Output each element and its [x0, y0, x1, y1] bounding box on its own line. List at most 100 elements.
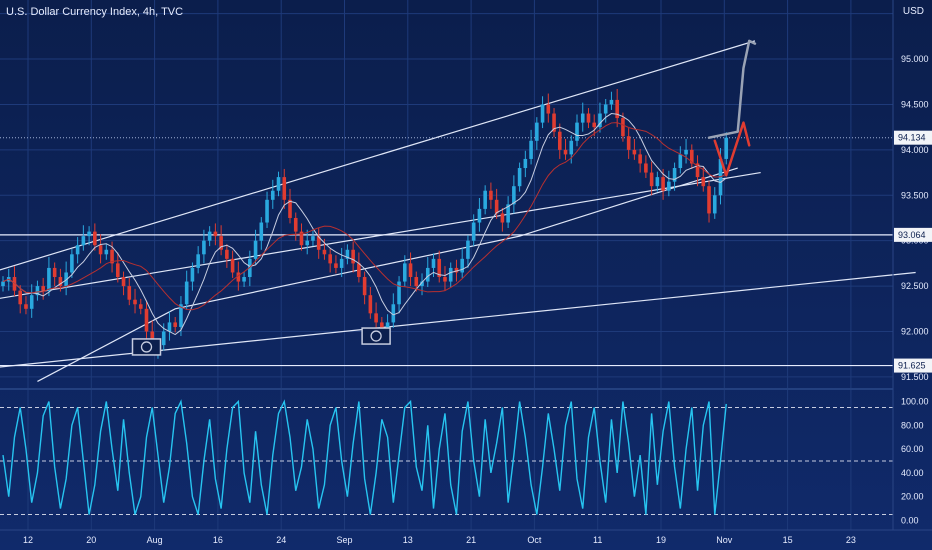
- candle-body: [81, 236, 86, 246]
- candle-body: [580, 113, 585, 123]
- time-tick-label: 23: [846, 535, 856, 545]
- candle-body: [529, 140, 533, 159]
- price-tick-label: 93.500: [901, 190, 929, 200]
- candle-body: [563, 149, 568, 155]
- candle-body: [202, 240, 206, 255]
- candle-body: [707, 186, 711, 214]
- candle-body: [431, 258, 436, 268]
- candle-body: [236, 272, 241, 282]
- candle-body: [397, 281, 401, 305]
- annotation-icons: [131, 327, 391, 356]
- time-tick-label: Aug: [147, 535, 163, 545]
- candle-body: [626, 136, 631, 150]
- candle-body: [385, 322, 390, 332]
- price-marker-label: 93.064: [898, 230, 926, 240]
- trendline-mid-support: [0, 171, 761, 299]
- candle-body: [621, 118, 625, 137]
- candle-body: [615, 99, 619, 119]
- time-tick-label: 15: [783, 535, 793, 545]
- candle-body: [489, 190, 493, 200]
- candle-body: [603, 104, 608, 114]
- candle-body: [575, 122, 579, 141]
- candle-body: [535, 122, 539, 141]
- candle-body: [219, 236, 223, 250]
- candle-body: [655, 177, 660, 187]
- candle-body: [362, 277, 367, 296]
- candle-body: [58, 277, 63, 287]
- candle-body: [368, 295, 373, 314]
- candle-body: [276, 177, 281, 191]
- dollar-icon: [131, 338, 162, 356]
- candle-body: [207, 231, 212, 241]
- price-tick-label: 94.500: [901, 99, 929, 109]
- candle-body: [213, 231, 218, 237]
- projection-red-path: [713, 121, 751, 177]
- dollar-icon-coin: [370, 330, 382, 342]
- oscillator-line: [2, 399, 727, 515]
- candle-body: [632, 149, 637, 155]
- oscillator-tick-label: 0.00: [901, 515, 919, 525]
- candle-body: [121, 277, 126, 287]
- candle-body: [500, 213, 505, 223]
- dollar-icon-frame: [131, 338, 162, 356]
- candle-body: [1, 281, 5, 287]
- candle-body: [225, 249, 229, 259]
- candle-body: [546, 104, 551, 114]
- candle-body: [328, 254, 332, 264]
- candle-body: [649, 172, 654, 187]
- candle-body: [282, 177, 287, 200]
- candle-body: [322, 249, 327, 255]
- candle-body: [483, 190, 487, 209]
- candle-body: [408, 263, 413, 278]
- oscillator-tick-label: 80.00: [901, 420, 924, 430]
- price-tick-label: 91.500: [901, 372, 929, 382]
- candle-body: [466, 240, 470, 259]
- candle-body: [425, 267, 430, 282]
- candle-body: [391, 304, 396, 323]
- candle-body: [339, 258, 344, 268]
- candle-body: [265, 199, 269, 223]
- time-tick-label: 12: [23, 535, 33, 545]
- candle-body: [70, 254, 74, 273]
- candle-body: [638, 154, 642, 164]
- candle-body: [293, 217, 298, 232]
- candle-body: [116, 263, 120, 278]
- price-marker-box: [894, 358, 932, 373]
- candle-body: [414, 277, 419, 287]
- candle-body: [47, 267, 51, 291]
- candle-body: [471, 222, 476, 241]
- price-tick-label: 92.500: [901, 281, 929, 291]
- oscillator-tick-label: 100.00: [901, 397, 929, 407]
- candle-body: [448, 267, 453, 282]
- candle-body: [98, 245, 103, 255]
- dollar-icon-frame: [361, 327, 391, 345]
- time-tick-label: 20: [86, 535, 96, 545]
- candle-body: [133, 299, 137, 305]
- candle-body: [334, 263, 338, 268]
- candle-body: [248, 258, 252, 278]
- projection-paths: [707, 39, 757, 177]
- candle-body: [586, 113, 591, 123]
- candle-body: [460, 258, 464, 273]
- candle-body: [316, 236, 321, 250]
- candle-body: [110, 249, 114, 264]
- time-tick-label: 11: [593, 535, 602, 545]
- dollar-icon-coin: [140, 341, 153, 353]
- time-axis: 12 20 Aug 16 24 Sep 13 21 Oct 11 19 Nov 15 23: [0, 529, 932, 545]
- candle-body: [253, 240, 258, 259]
- candle-body: [345, 249, 350, 259]
- price-tick-label: 94.000: [901, 145, 929, 155]
- candle-body: [179, 304, 183, 327]
- candle-body: [29, 295, 34, 309]
- price-tick-label: 95.000: [901, 54, 929, 64]
- candle-body: [569, 140, 574, 155]
- candle-body: [357, 263, 361, 278]
- moving-averages: [2, 113, 727, 336]
- candle-body: [690, 149, 694, 164]
- time-tick-label: 16: [213, 535, 223, 545]
- candle-body: [695, 163, 700, 178]
- candle-body: [299, 231, 304, 246]
- candle-body: [311, 236, 315, 241]
- candle-body: [184, 281, 189, 305]
- candle-body: [75, 245, 80, 255]
